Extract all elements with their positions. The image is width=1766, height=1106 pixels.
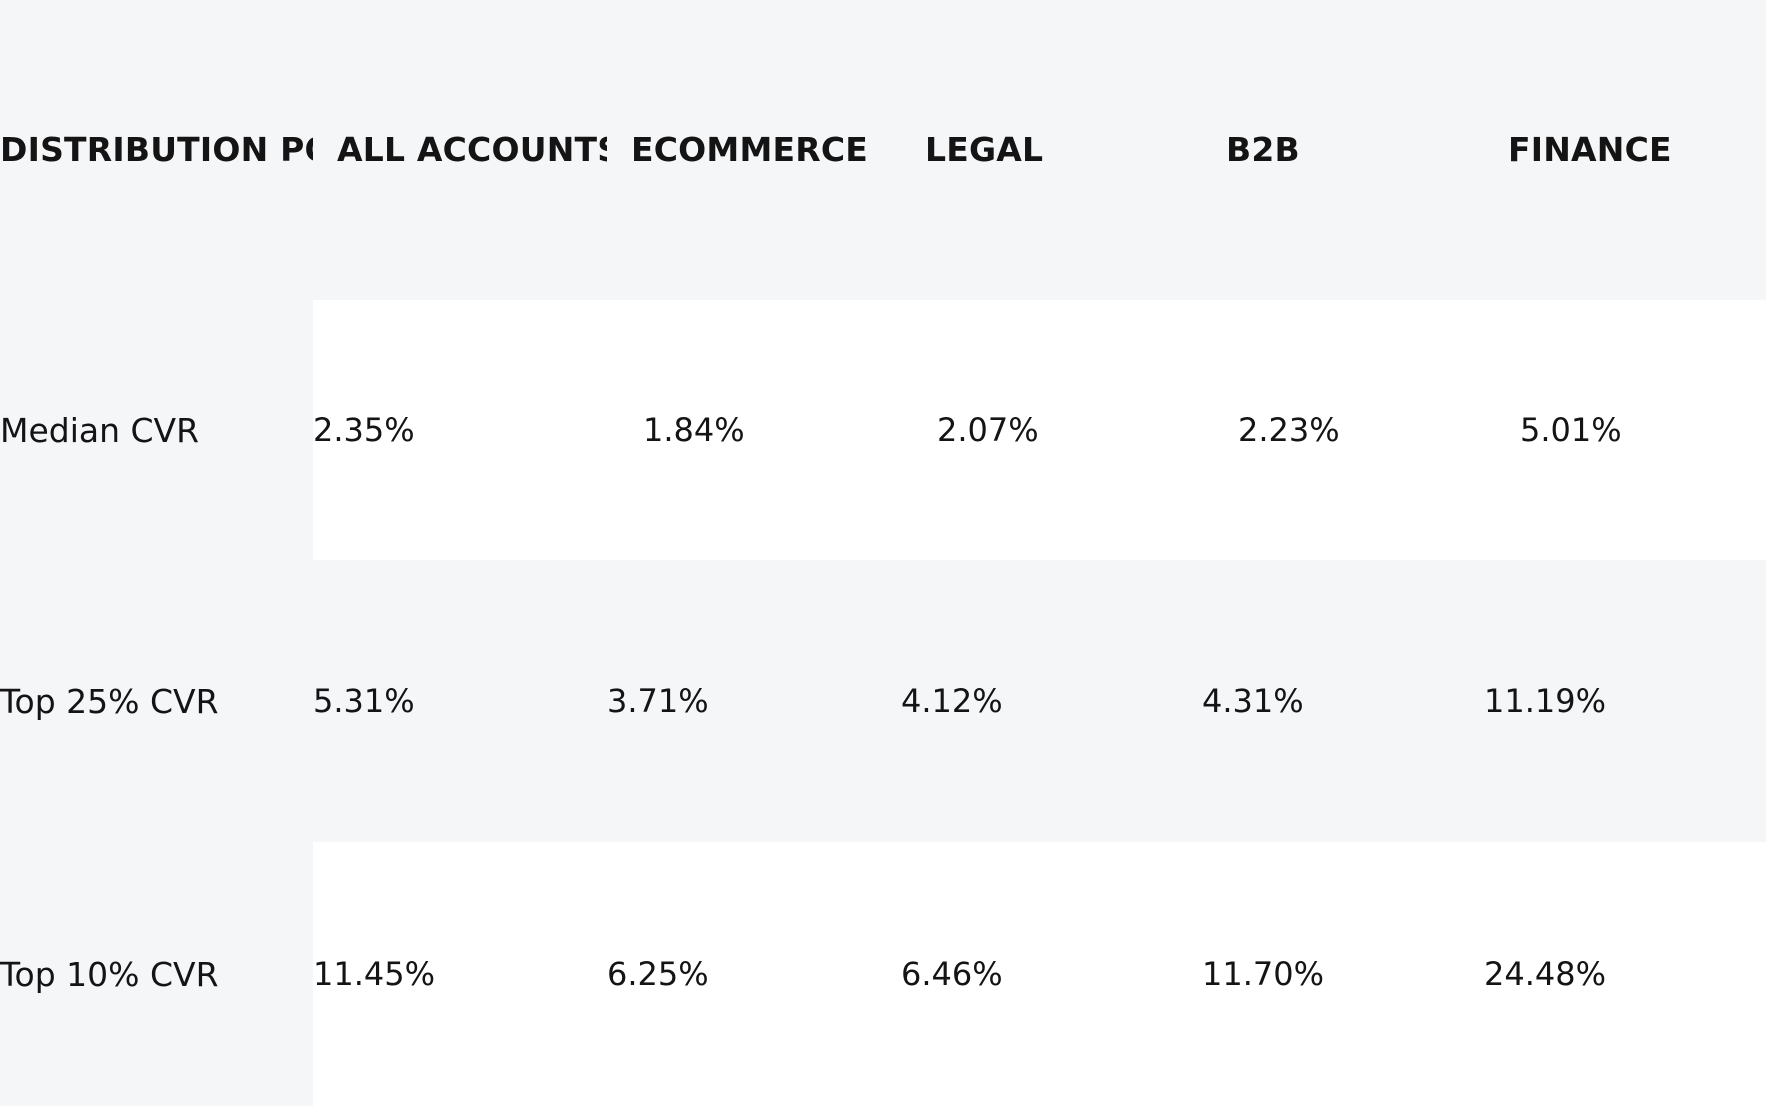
cell-value: 2.07% [901, 300, 1202, 560]
cell-value: 3.71% [607, 560, 901, 842]
row-label-top-25-cvr: Top 25% CVR [0, 560, 313, 842]
cell-value: 4.12% [901, 560, 1202, 842]
column-header-b2b: B2B [1202, 0, 1484, 300]
cell-value: 5.31% [313, 560, 607, 842]
cell-value: 11.70% [1202, 842, 1484, 1106]
cell-value: 1.84% [607, 300, 901, 560]
table-row: Top 25% CVR 5.31% 3.71% 4.12% 4.31% 11.1… [0, 560, 1766, 842]
row-label-top-10-cvr: Top 10% CVR [0, 842, 313, 1106]
cell-value: 11.45% [313, 842, 607, 1106]
column-header-legal: LEGAL [901, 0, 1202, 300]
column-header-all-accounts: ALL ACCOUNTS [313, 0, 607, 300]
table-header-row: DISTRIBUTION POINT ALL ACCOUNTS ECOMMERC… [0, 0, 1766, 300]
cell-value: 5.01% [1484, 300, 1766, 560]
column-header-finance: FINANCE [1484, 0, 1766, 300]
cell-value: 4.31% [1202, 560, 1484, 842]
cell-value: 24.48% [1484, 842, 1766, 1106]
cell-value: 2.35% [313, 300, 607, 560]
table-row: Median CVR 2.35% 1.84% 2.07% 2.23% 5.01% [0, 300, 1766, 560]
cell-value: 6.46% [901, 842, 1202, 1106]
table-row: Top 10% CVR 11.45% 6.25% 6.46% 11.70% 24… [0, 842, 1766, 1106]
row-label-median-cvr: Median CVR [0, 300, 313, 560]
column-header-ecommerce: ECOMMERCE [607, 0, 901, 300]
column-header-distribution-point: DISTRIBUTION POINT [0, 0, 313, 300]
cell-value: 11.19% [1484, 560, 1766, 842]
cell-value: 2.23% [1202, 300, 1484, 560]
cell-value: 6.25% [607, 842, 901, 1106]
